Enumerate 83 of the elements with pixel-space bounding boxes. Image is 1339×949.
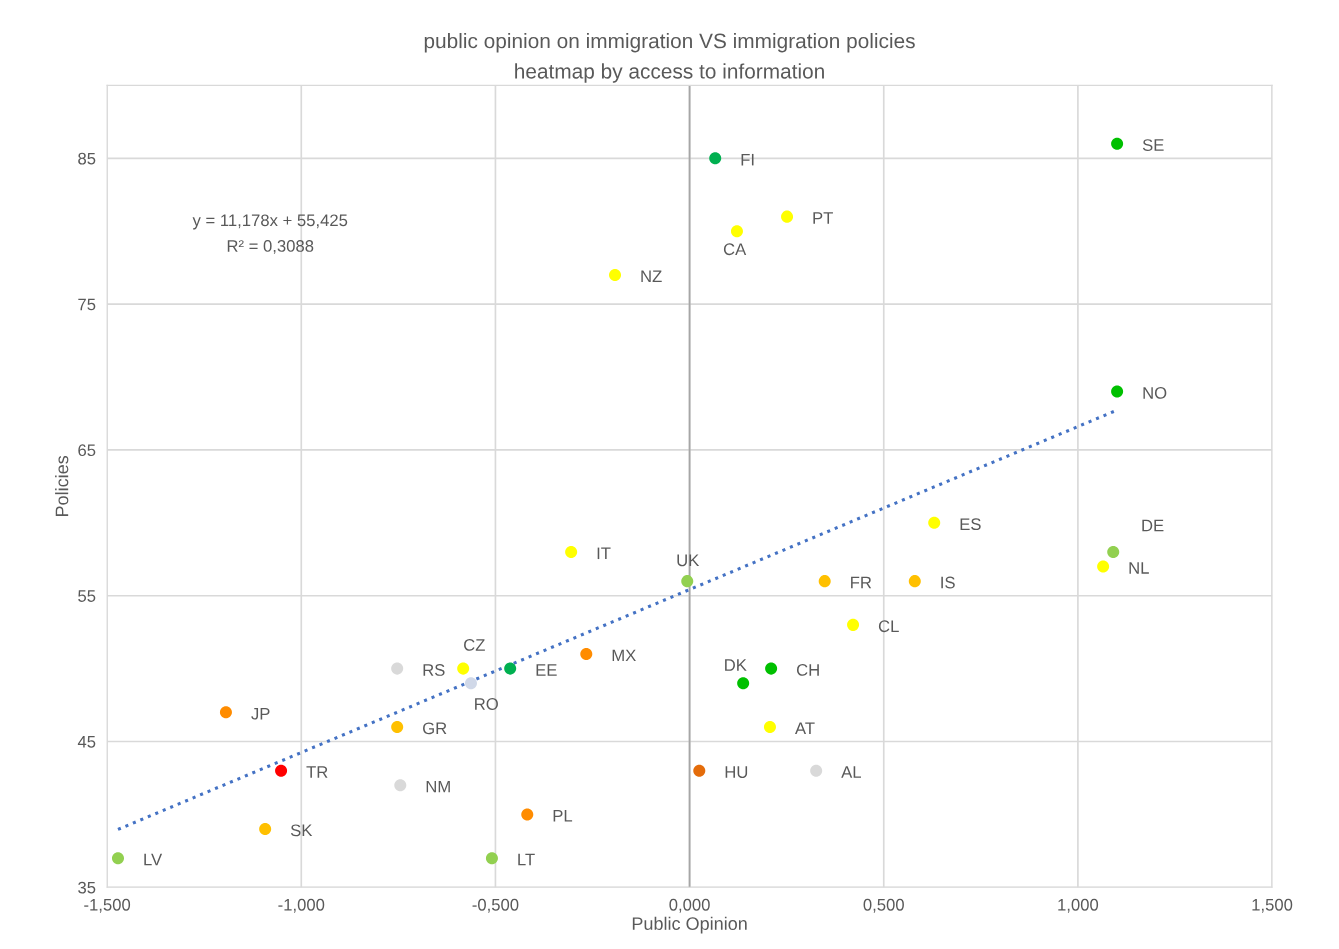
- annotation: PT: [813, 212, 833, 224]
- point: [765, 662, 778, 675]
- point: [457, 662, 470, 675]
- y-tick-label: 85: [78, 152, 96, 165]
- point: [259, 822, 272, 836]
- annotation: CZ: [464, 639, 485, 651]
- annotation: SE: [1142, 139, 1164, 151]
- annotation: NL: [1129, 562, 1149, 574]
- point: [1107, 545, 1120, 558]
- x-tick-label: 0,500: [863, 898, 904, 913]
- annotation: UK: [677, 554, 700, 567]
- annotation: AL: [841, 766, 862, 778]
- point: [580, 648, 593, 661]
- point: [391, 720, 404, 733]
- point: [908, 575, 921, 588]
- point: [394, 779, 407, 792]
- y-axis-title: Policies: [55, 455, 69, 516]
- point: [464, 677, 477, 690]
- point: [681, 575, 694, 588]
- annotation: NZ: [641, 270, 662, 283]
- annotation: DK: [725, 659, 747, 671]
- annotation: FR: [851, 576, 872, 589]
- annotation: RO: [475, 698, 498, 710]
- annotation: JP: [251, 707, 270, 720]
- annotation: FI: [741, 153, 754, 166]
- point: [737, 677, 750, 690]
- annotation: LT: [518, 853, 535, 866]
- point: [928, 516, 941, 529]
- annotation: IT: [597, 547, 611, 560]
- annotation: DE: [1142, 519, 1164, 532]
- point: [818, 575, 831, 588]
- y-tick-label: 75: [78, 298, 96, 311]
- annotation: NO: [1143, 387, 1167, 399]
- annotation: AT: [795, 722, 815, 735]
- point: [219, 706, 232, 719]
- chart-subtitle: heatmap by access to information: [515, 63, 824, 83]
- y-tick-label: 55: [78, 590, 96, 602]
- point: [504, 662, 517, 675]
- annotation: ES: [960, 518, 981, 531]
- x-tick-label: 1,500: [1252, 898, 1293, 913]
- point: [391, 662, 404, 675]
- annotation: HU: [725, 766, 748, 778]
- point: [609, 268, 622, 281]
- annotation: GR: [423, 722, 447, 735]
- x-tick-label: 1,000: [1058, 898, 1099, 913]
- point: [275, 764, 288, 777]
- point: [521, 808, 534, 821]
- point: [485, 852, 498, 865]
- annotation: y = 11,178x + 55,425: [192, 214, 348, 230]
- x-tick-label: -1,500: [84, 898, 131, 913]
- x-axis-title: Public Opinion: [632, 916, 747, 934]
- annotation: PL: [553, 810, 573, 822]
- annotation: CH: [796, 664, 819, 676]
- annotation: RS: [423, 664, 445, 676]
- point: [565, 545, 578, 558]
- annotation: R² = 0,3088: [227, 240, 314, 254]
- x-tick-label: -0,500: [472, 898, 519, 913]
- y-tick-label: 65: [78, 444, 96, 457]
- annotation: IS: [941, 576, 955, 589]
- annotation: SK: [290, 824, 313, 837]
- annotation: TR: [306, 766, 328, 778]
- annotation: CL: [878, 620, 899, 633]
- point: [709, 152, 722, 165]
- x-tick-label: -1,000: [278, 898, 325, 913]
- annotation: EE: [536, 664, 557, 676]
- y-tick-label: 35: [78, 881, 96, 894]
- x-tick-label: 0,000: [669, 898, 710, 913]
- point: [730, 225, 743, 238]
- point: [847, 618, 860, 631]
- annotation: LV: [144, 853, 163, 866]
- point: [763, 720, 776, 733]
- point: [1097, 560, 1110, 573]
- point: [693, 764, 706, 777]
- y-tick-label: 45: [77, 736, 96, 748]
- annotation: NM: [426, 780, 450, 793]
- point: [111, 852, 125, 865]
- annotation: MX: [612, 649, 636, 662]
- point: [810, 764, 823, 777]
- point: [1111, 137, 1124, 150]
- point: [1111, 385, 1124, 398]
- point: [781, 210, 794, 223]
- chart-title: public opinion on immigration VS immigration policies: [424, 32, 915, 53]
- annotation: CA: [723, 243, 747, 256]
